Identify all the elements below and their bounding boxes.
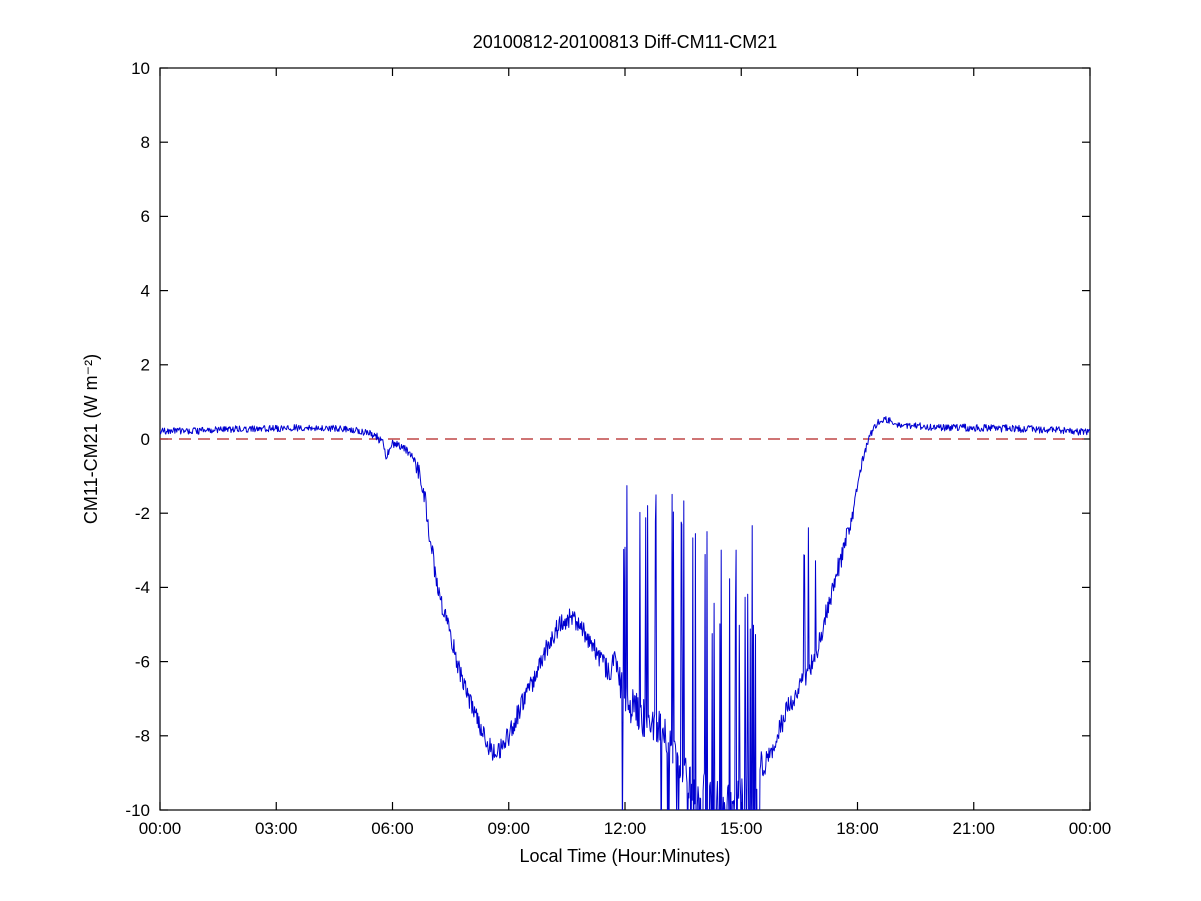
y-tick-label: -2 — [135, 504, 150, 523]
y-tick-label: 2 — [141, 356, 150, 375]
y-tick-label: 6 — [141, 207, 150, 226]
x-tick-label: 15:00 — [720, 819, 763, 838]
difference-series-line — [160, 416, 1090, 810]
x-tick-label: 18:00 — [836, 819, 879, 838]
y-tick-label: -4 — [135, 578, 150, 597]
y-tick-label: -8 — [135, 727, 150, 746]
y-tick-label: 4 — [141, 281, 150, 300]
x-tick-label: 00:00 — [1069, 819, 1112, 838]
y-axis-label: CM11-CM21 (W m⁻²) — [81, 354, 101, 524]
x-tick-label: 21:00 — [952, 819, 995, 838]
y-tick-label: 10 — [131, 59, 150, 78]
x-tick-label: 06:00 — [371, 819, 414, 838]
y-tick-label: -10 — [125, 801, 150, 820]
y-tick-label: -6 — [135, 652, 150, 671]
x-tick-label: 12:00 — [604, 819, 647, 838]
x-tick-label: 00:00 — [139, 819, 182, 838]
y-tick-label: 8 — [141, 133, 150, 152]
x-tick-label: 03:00 — [255, 819, 298, 838]
data-series-layer — [160, 416, 1090, 810]
x-axis-label: Local Time (Hour:Minutes) — [519, 846, 730, 866]
axis-ticks — [159, 67, 1091, 811]
chart-title: 20100812-20100813 Diff-CM11-CM21 — [473, 32, 778, 52]
x-tick-label: 09:00 — [487, 819, 530, 838]
axis-tick-labels: 00:00 03:00 06:00 09:00 12:00 15:00 18:00 21:00… — [125, 59, 1111, 838]
y-tick-label: 0 — [141, 430, 150, 449]
